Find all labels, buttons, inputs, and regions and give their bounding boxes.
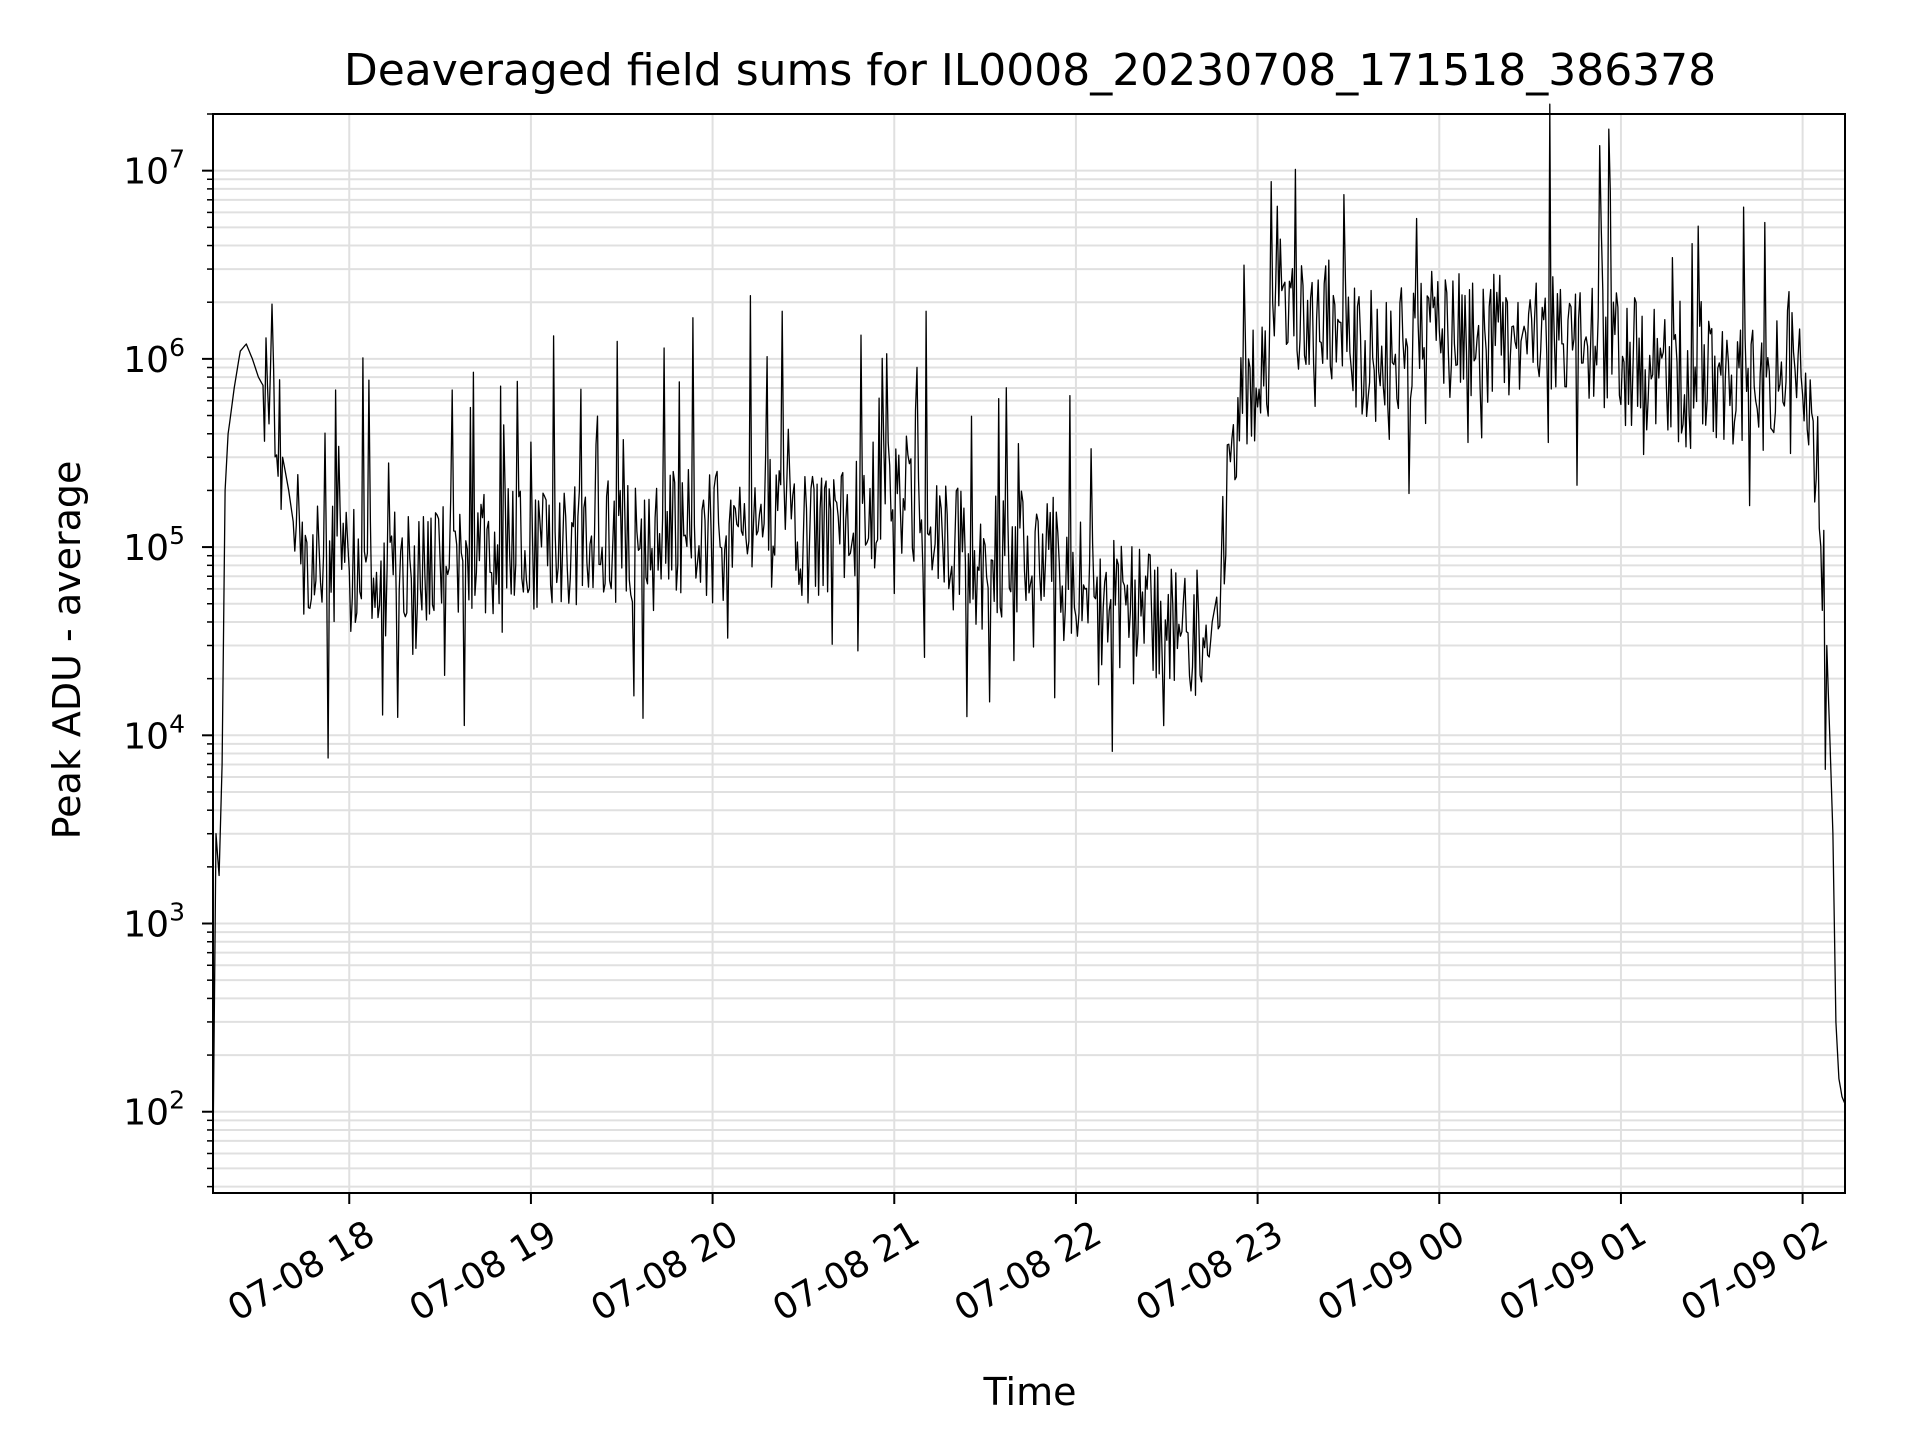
y-tick-label: 103: [123, 898, 185, 946]
y-tick-label: 102: [123, 1086, 185, 1134]
data-series-line: [212, 103, 1846, 1154]
plot-frame: [212, 113, 1846, 1194]
y-tick-label: 107: [123, 145, 185, 193]
chart-title: Deaveraged field sums for IL0008_2023070…: [344, 45, 1716, 96]
y-tick-label: 104: [123, 709, 185, 757]
y-tick-label: 105: [123, 521, 185, 569]
y-axis-label: Peak ADU - average: [45, 461, 89, 840]
y-tick-label: 106: [123, 333, 185, 381]
x-axis-label: Time: [983, 1370, 1077, 1414]
grid-layer: [213, 113, 1845, 1193]
line-layer: [212, 103, 1846, 1154]
